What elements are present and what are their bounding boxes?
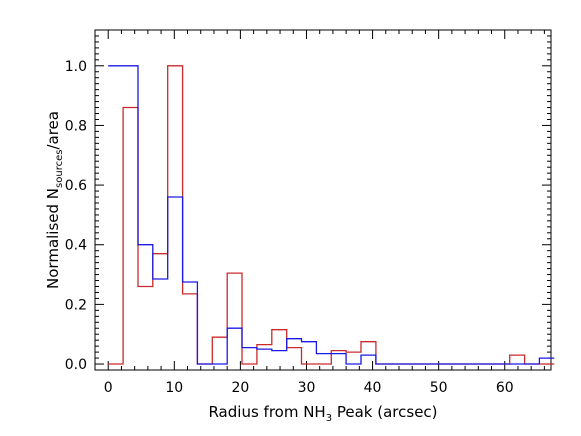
y-tick-label: 0.4	[65, 238, 87, 254]
x-tick-label: 50	[430, 380, 448, 396]
y-tick-labels: 0.0 0.2 0.4 0.6 0.8 1.0	[65, 59, 87, 373]
plot-frame	[94, 29, 552, 371]
x-tick-label: 0	[104, 380, 113, 396]
axis-ticks	[94, 30, 551, 370]
x-tick-label: 60	[496, 380, 514, 396]
series-2-line	[108, 65, 555, 365]
x-tick-labels: 0 10 20 30 40 50 60	[104, 380, 514, 396]
y-tick-label: 0.2	[65, 297, 87, 313]
series-group	[108, 65, 555, 365]
y-tick-label: 1.0	[65, 59, 87, 75]
y-axis-title: Normalised Nsources/area	[44, 111, 65, 289]
series-1-line	[108, 65, 555, 365]
y-tick-label: 0.8	[65, 118, 87, 134]
x-tick-label: 10	[165, 380, 183, 396]
x-tick-label: 40	[364, 380, 382, 396]
x-axis-title: Radius from NH3 Peak (arcsec)	[208, 403, 437, 424]
x-tick-label: 20	[231, 380, 249, 396]
x-tick-label: 30	[298, 380, 316, 396]
y-tick-label: 0.6	[65, 178, 87, 194]
y-tick-label: 0.0	[65, 357, 87, 373]
